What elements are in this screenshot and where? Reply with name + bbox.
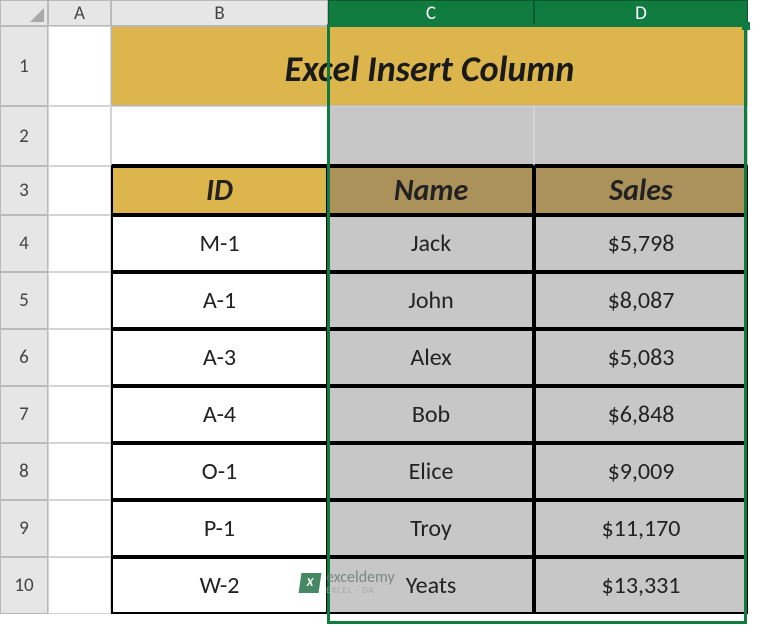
- cell-C2[interactable]: [328, 106, 534, 166]
- row-header-7[interactable]: 7: [0, 386, 48, 443]
- cell-A7[interactable]: [48, 386, 111, 443]
- cell-id-1[interactable]: A-1: [111, 272, 328, 329]
- cell-id-6[interactable]: W-2: [111, 557, 328, 614]
- header-id[interactable]: ID: [111, 166, 328, 215]
- fill-handle[interactable]: [742, 22, 750, 30]
- cell-D2[interactable]: [534, 106, 748, 166]
- cell-name-0[interactable]: Jack: [328, 215, 534, 272]
- row-header-9[interactable]: 9: [0, 500, 48, 557]
- cell-sales-3[interactable]: $6,848: [534, 386, 748, 443]
- cell-A4[interactable]: [48, 215, 111, 272]
- cell-name-5[interactable]: Troy: [328, 500, 534, 557]
- row-header-5[interactable]: 5: [0, 272, 48, 329]
- cell-name-1[interactable]: John: [328, 272, 534, 329]
- col-header-C[interactable]: C: [328, 0, 534, 26]
- cell-A3[interactable]: [48, 166, 111, 215]
- row-header-2[interactable]: 2: [0, 106, 48, 166]
- cell-A10[interactable]: [48, 557, 111, 614]
- cell-sales-0[interactable]: $5,798: [534, 215, 748, 272]
- cell-A2[interactable]: [48, 106, 111, 166]
- cell-sales-2[interactable]: $5,083: [534, 329, 748, 386]
- cell-id-3[interactable]: A-4: [111, 386, 328, 443]
- cell-id-0[interactable]: M-1: [111, 215, 328, 272]
- cell-A5[interactable]: [48, 272, 111, 329]
- row-header-8[interactable]: 8: [0, 443, 48, 500]
- header-name[interactable]: Name: [328, 166, 534, 215]
- header-sales[interactable]: Sales: [534, 166, 748, 215]
- cell-A9[interactable]: [48, 500, 111, 557]
- title-cell[interactable]: Excel Insert Column: [111, 26, 748, 106]
- cell-B2[interactable]: [111, 106, 328, 166]
- cell-sales-6[interactable]: $13,331: [534, 557, 748, 614]
- cell-sales-1[interactable]: $8,087: [534, 272, 748, 329]
- cell-sales-4[interactable]: $9,009: [534, 443, 748, 500]
- select-all-corner[interactable]: [0, 0, 48, 26]
- row-header-10[interactable]: 10: [0, 557, 48, 614]
- row-header-4[interactable]: 4: [0, 215, 48, 272]
- cell-id-4[interactable]: O-1: [111, 443, 328, 500]
- cell-name-6[interactable]: Yeats: [328, 557, 534, 614]
- row-header-3[interactable]: 3: [0, 166, 48, 215]
- col-header-B[interactable]: B: [111, 0, 328, 26]
- spreadsheet-grid: A B C D 1 Excel Insert Column 2 3 ID Nam…: [0, 0, 767, 614]
- col-header-D[interactable]: D: [534, 0, 748, 26]
- cell-name-3[interactable]: Bob: [328, 386, 534, 443]
- row-header-6[interactable]: 6: [0, 329, 48, 386]
- cell-A1[interactable]: [48, 26, 111, 106]
- cell-sales-5[interactable]: $11,170: [534, 500, 748, 557]
- cell-id-2[interactable]: A-3: [111, 329, 328, 386]
- cell-id-5[interactable]: P-1: [111, 500, 328, 557]
- cell-A8[interactable]: [48, 443, 111, 500]
- cell-name-4[interactable]: Elice: [328, 443, 534, 500]
- col-header-A[interactable]: A: [48, 0, 111, 26]
- cell-A6[interactable]: [48, 329, 111, 386]
- cell-name-2[interactable]: Alex: [328, 329, 534, 386]
- row-header-1[interactable]: 1: [0, 26, 48, 106]
